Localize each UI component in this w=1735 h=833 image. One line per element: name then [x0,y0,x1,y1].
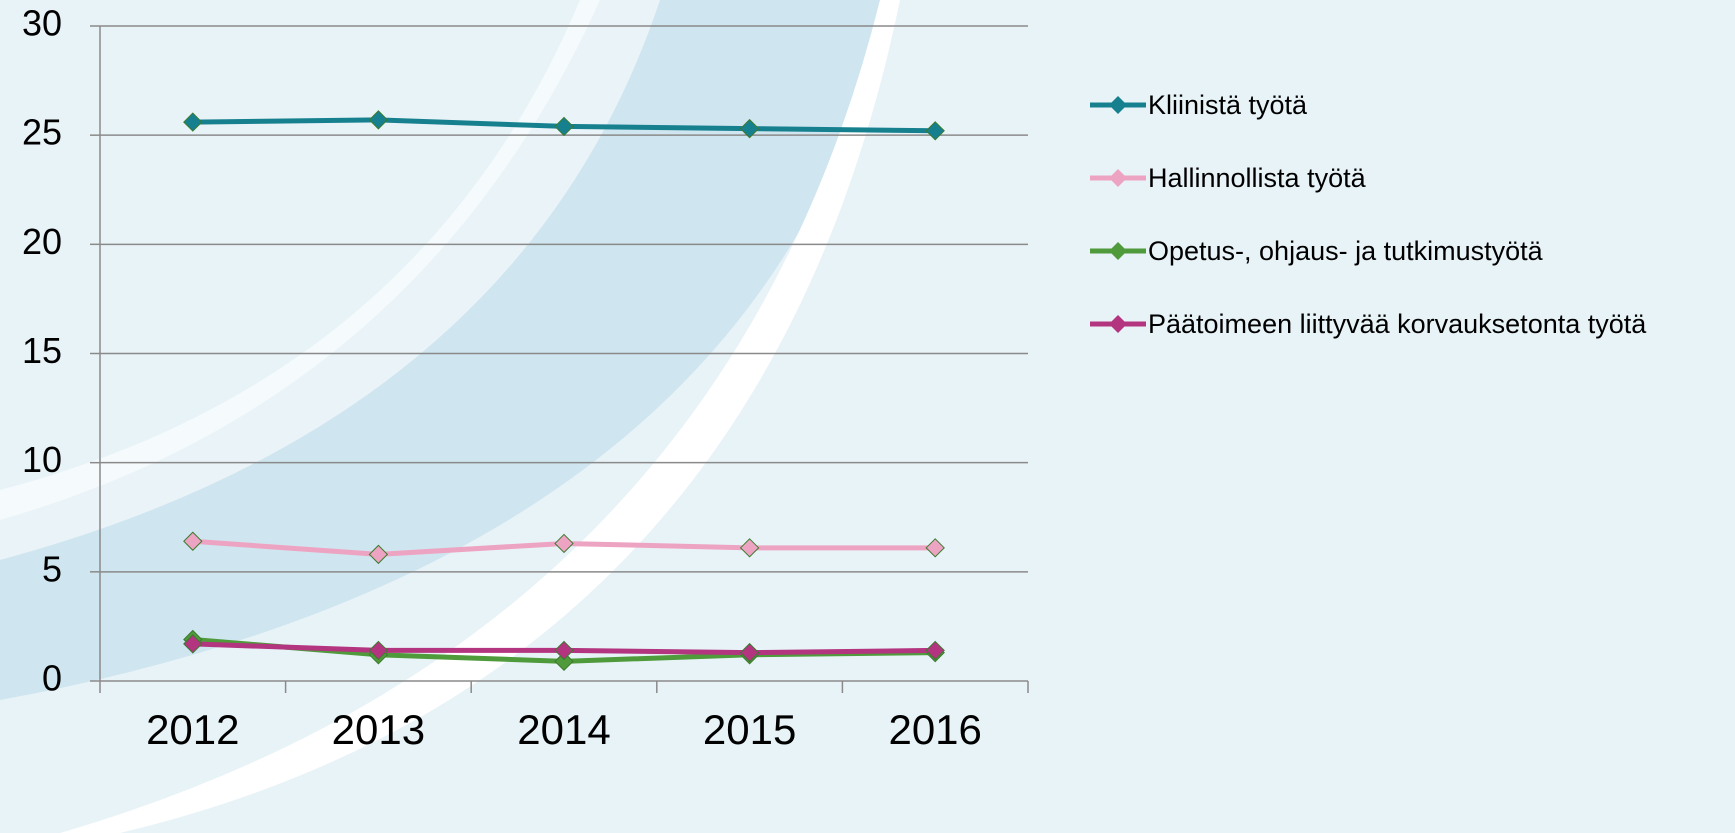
marker [739,538,760,558]
x-tick-label: 2012 [146,706,239,753]
marker [554,533,574,554]
legend-swatch [1090,96,1146,114]
marker [183,112,203,132]
legend-swatch [1090,242,1146,260]
legend-label: Päätoimeen liittyvää korvauksetonta työt… [1148,309,1647,339]
y-tick-label: 20 [22,221,62,262]
legend-label: Hallinnollista työtä [1148,163,1366,193]
marker [368,544,389,565]
y-tick-label: 25 [22,112,62,153]
marker [925,640,945,661]
y-tick-label: 10 [22,439,62,480]
x-tick-label: 2014 [517,706,610,753]
marker [554,651,574,672]
legend-marker [1109,169,1127,187]
legend-swatch [1090,315,1146,333]
legend-label: Opetus-, ohjaus- ja tutkimustyötä [1148,236,1543,266]
x-tick-label: 2013 [332,706,425,753]
marker [368,640,389,661]
marker [739,642,760,663]
legend-entry: Hallinnollista työtä [1090,161,1728,196]
legend-entry: Kliinistä työtä [1090,88,1728,123]
legend-label: Kliinistä työtä [1148,90,1308,120]
marker [368,110,389,130]
marker [554,640,574,661]
y-tick-label: 0 [42,658,62,699]
x-tick-label: 2016 [888,706,981,753]
legend-entry: Opetus-, ohjaus- ja tutkimustyötä [1090,234,1728,269]
background-arc [0,0,890,700]
y-tick-label: 15 [22,330,62,371]
marker [739,118,760,139]
background-arc [0,0,660,560]
legend: Kliinistä työtä Hallinnollista työtä Opetu… [1090,88,1728,380]
legend-entry: Päätoimeen liittyvää korvauksetonta työt… [1090,307,1728,342]
marker [925,538,945,558]
legend-marker [1109,96,1127,114]
legend-marker [1109,242,1127,260]
marker [183,634,203,654]
legend-marker [1109,315,1127,333]
marker [183,531,203,551]
marker [925,121,945,141]
legend-swatch [1090,169,1146,187]
x-tick-label: 2015 [703,706,796,753]
background-arc [60,0,900,833]
y-tick-label: 30 [22,3,62,44]
marker [554,116,574,137]
y-tick-label: 5 [42,548,62,589]
